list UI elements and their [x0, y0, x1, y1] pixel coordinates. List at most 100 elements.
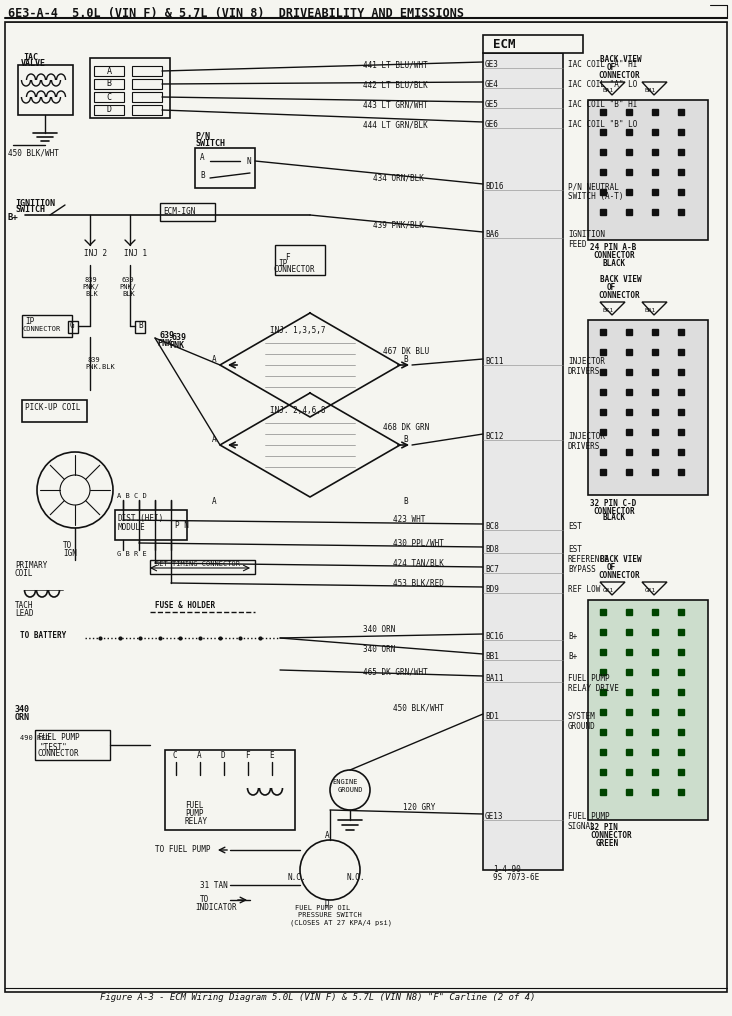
Text: B+: B+: [568, 632, 578, 641]
Text: BC16: BC16: [485, 632, 504, 641]
Bar: [132, 66, 162, 76]
Text: 32 PIN: 32 PIN: [590, 824, 618, 832]
Text: TACH: TACH: [15, 600, 34, 610]
Text: INJ. 2,4,6,8: INJ. 2,4,6,8: [270, 405, 326, 415]
Text: EST
REFERENCE: EST REFERENCE: [568, 545, 610, 565]
Text: GE3: GE3: [485, 60, 499, 69]
Text: INDICATOR: INDICATOR: [195, 903, 236, 912]
Text: G B R E: G B R E: [117, 551, 146, 557]
Text: 430 PPL/WHT: 430 PPL/WHT: [393, 538, 444, 548]
Text: A: A: [106, 66, 111, 75]
Bar: [160, 203, 215, 221]
Text: FUEL PUMP
RELAY DRIVE: FUEL PUMP RELAY DRIVE: [568, 674, 619, 693]
Text: FUEL PUMP OIL: FUEL PUMP OIL: [295, 905, 350, 911]
Text: N: N: [247, 156, 252, 166]
Bar: [115, 510, 187, 539]
Bar: [132, 105, 162, 115]
Bar: [150, 560, 255, 574]
Text: IAC: IAC: [23, 53, 38, 62]
Text: B: B: [200, 172, 205, 181]
Bar: [483, 53, 563, 870]
Bar: [68, 321, 78, 333]
Text: 340: 340: [15, 705, 30, 714]
Text: A: A: [200, 153, 205, 163]
Text: PNK.BLK: PNK.BLK: [85, 364, 115, 370]
Text: 443 LT GRN/WHT: 443 LT GRN/WHT: [363, 100, 427, 109]
Text: (CLOSES AT 27 KPA/4 psi): (CLOSES AT 27 KPA/4 psi): [290, 919, 392, 927]
Text: CONNECTOR: CONNECTOR: [274, 265, 315, 274]
Bar: [588, 600, 708, 820]
Text: CONNECTOR: CONNECTOR: [598, 571, 640, 580]
Text: REF LOW: REF LOW: [568, 585, 600, 594]
Text: INJECTOR
DRIVERS: INJECTOR DRIVERS: [568, 357, 605, 376]
Bar: [275, 245, 325, 275]
Text: BYPASS: BYPASS: [568, 565, 596, 574]
Text: OF: OF: [607, 283, 616, 293]
Text: G: G: [70, 321, 75, 330]
Text: BB1: BB1: [645, 87, 657, 92]
Text: 468 DK GRN: 468 DK GRN: [383, 423, 429, 432]
Text: 467 DK BLU: 467 DK BLU: [383, 347, 429, 357]
Text: 340 ORN: 340 ORN: [363, 626, 395, 635]
Text: BD1: BD1: [645, 308, 657, 313]
Text: BD8: BD8: [485, 545, 499, 554]
Text: 490 RED: 490 RED: [20, 735, 50, 741]
Text: CONNECTOR: CONNECTOR: [590, 831, 632, 840]
Text: GREEN: GREEN: [596, 838, 619, 847]
Bar: [94, 79, 124, 89]
Text: 465 DK GRN/WHT: 465 DK GRN/WHT: [363, 668, 427, 677]
Text: BACK VIEW: BACK VIEW: [600, 56, 642, 64]
Text: PRIMARY: PRIMARY: [15, 561, 48, 570]
Text: 434 ORN/BLK: 434 ORN/BLK: [373, 174, 424, 183]
Bar: [165, 750, 295, 830]
Text: 639: 639: [122, 277, 135, 283]
Text: OF: OF: [607, 63, 616, 72]
Bar: [90, 58, 170, 118]
Text: COIL: COIL: [15, 569, 34, 577]
Bar: [94, 105, 124, 115]
Text: PNK: PNK: [169, 341, 184, 351]
Text: CONNECTOR: CONNECTOR: [593, 507, 635, 515]
Text: PNK/: PNK/: [82, 284, 99, 290]
Text: TO: TO: [63, 541, 72, 550]
Text: ENGINE: ENGINE: [332, 779, 357, 785]
Text: IGNITION: IGNITION: [15, 198, 55, 207]
Bar: [195, 148, 255, 188]
Text: BLK: BLK: [122, 291, 135, 297]
Text: 450 BLK/WHT: 450 BLK/WHT: [8, 148, 59, 157]
Text: Figure A-3 - ECM Wiring Diagram 5.0L (VIN F) & 5.7L (VIN N8) "F" Carline (2 of 4: Figure A-3 - ECM Wiring Diagram 5.0L (VI…: [100, 994, 535, 1003]
Text: 31 TAN: 31 TAN: [200, 881, 228, 889]
Text: CONNECTOR: CONNECTOR: [598, 71, 640, 80]
Text: P/N: P/N: [195, 131, 210, 140]
Text: TO: TO: [200, 895, 209, 904]
Text: 423 WHT: 423 WHT: [393, 515, 425, 524]
Text: LEAD: LEAD: [15, 609, 34, 618]
Text: CONNECTOR: CONNECTOR: [23, 326, 61, 332]
Text: E: E: [269, 751, 274, 760]
Bar: [18, 65, 73, 115]
Text: BC11: BC11: [485, 357, 504, 366]
Text: BD9: BD9: [485, 585, 499, 594]
Text: PNK: PNK: [157, 338, 172, 347]
Text: IP: IP: [278, 258, 287, 267]
Text: 444 LT GRN/BLK: 444 LT GRN/BLK: [363, 120, 427, 129]
Text: SET TIMING CONNECTOR: SET TIMING CONNECTOR: [155, 561, 240, 567]
Text: GE1: GE1: [603, 587, 614, 592]
Text: BC12: BC12: [485, 432, 504, 441]
Bar: [94, 92, 124, 102]
Text: BA11: BA11: [485, 674, 504, 683]
Text: A: A: [197, 751, 201, 760]
Bar: [483, 35, 583, 53]
Text: BA6: BA6: [485, 230, 499, 239]
Text: BA1: BA1: [603, 87, 614, 92]
Text: BC7: BC7: [485, 565, 499, 574]
Bar: [94, 66, 124, 76]
Text: 24 PIN A-B: 24 PIN A-B: [590, 244, 636, 253]
Text: TO BATTERY: TO BATTERY: [20, 631, 67, 639]
Text: P N: P N: [175, 520, 189, 529]
Text: D: D: [106, 106, 111, 115]
Bar: [588, 320, 708, 495]
Text: A: A: [212, 356, 217, 365]
Text: BB1: BB1: [485, 652, 499, 661]
Text: FUSE & HOLDER: FUSE & HOLDER: [155, 600, 215, 610]
